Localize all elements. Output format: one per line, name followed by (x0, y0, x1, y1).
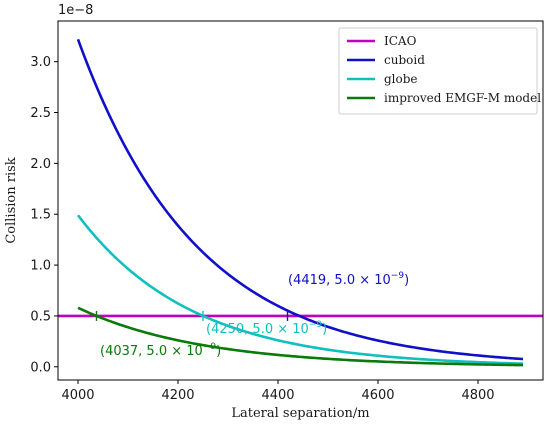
legend-box (338, 27, 538, 115)
axes-frame (57, 20, 544, 381)
x-tick-label-3: 4600 (361, 388, 394, 403)
series-line-2 (76, 214, 524, 365)
series-line-3 (77, 306, 524, 367)
x-tick-label-2: 4400 (261, 388, 294, 403)
x-tick-label-0: 4000 (61, 388, 94, 403)
series-line-1 (76, 38, 524, 361)
legend-entry-2: globe (384, 72, 418, 86)
y-tick-label-3: 1.5 (30, 208, 51, 223)
y-tick-label-1: 0.5 (30, 309, 51, 324)
y-tick-label-5: 2.5 (30, 106, 51, 121)
legend-entry-1: cuboid (384, 53, 425, 67)
legend-entry-3: improved EMGF-M model (384, 91, 541, 105)
annotation-label-1: (4250, 5.0 × 10−9) (206, 320, 327, 337)
x-tick-label-4: 4800 (461, 388, 494, 403)
x-tick-label-1: 4200 (161, 388, 194, 403)
legend-entry-0: ICAO (384, 34, 417, 48)
y-tick-label-2: 1.0 (30, 259, 51, 274)
y-axis-offset-text: 1e−8 (58, 3, 93, 18)
axes: 4000 4200 4400 4600 4800 0.0 0.5 1.0 1.5 2.0 2.5 3.… (30, 20, 544, 403)
legend: ICAO cuboid globe improved EMGF-M model (338, 27, 541, 115)
annotation-label-0: (4419, 5.0 × 10−9) (288, 271, 409, 288)
annotation-label-2: (4037, 5.0 × 10−9) (100, 342, 221, 359)
plot-area (58, 38, 543, 367)
y-tick-label-4: 2.0 (30, 157, 51, 172)
y-axis-label: Collision risk (4, 157, 19, 243)
x-axis-label: Lateral separation/m (231, 406, 369, 421)
annotations: (4419, 5.0 × 10−9) (4250, 5.0 × 10−9) (403… (95, 271, 409, 359)
y-tick-label-6: 3.0 (30, 55, 51, 70)
y-tick-label-0: 0.0 (30, 360, 51, 375)
